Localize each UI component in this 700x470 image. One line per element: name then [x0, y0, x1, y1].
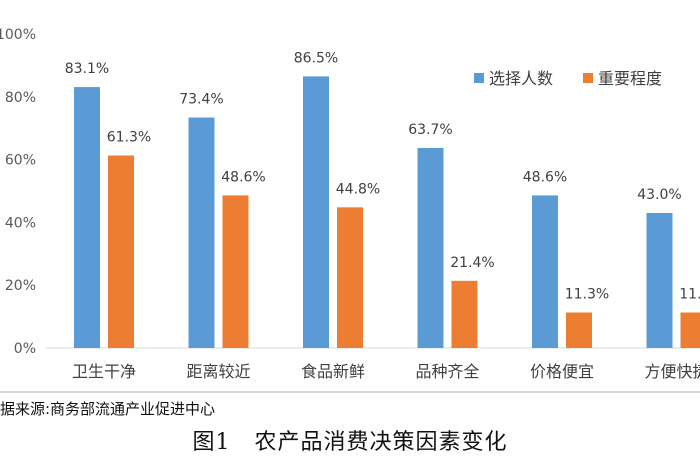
- divider: [0, 391, 700, 393]
- legend-swatch: [474, 73, 484, 83]
- data-label: 11.3%: [565, 287, 609, 303]
- y-tick-label: 60%: [5, 153, 36, 169]
- category-label: 价格便宜: [530, 362, 594, 381]
- bar-selection: [74, 87, 100, 348]
- data-label: 44.8%: [336, 181, 380, 197]
- bar-selection: [646, 212, 673, 348]
- category-label: 卫生干净: [72, 362, 136, 381]
- figure-caption: 图1 农产品消费决策因素变化: [192, 430, 508, 455]
- data-label: 48.6%: [523, 169, 567, 185]
- bar-selection: [188, 117, 215, 348]
- bar-importance: [680, 312, 700, 348]
- bar-importance: [451, 280, 478, 348]
- category-label: 距离较近: [186, 362, 250, 381]
- category-label: 品种齐全: [415, 362, 479, 381]
- y-tick-label: 100%: [0, 27, 36, 43]
- data-label: 86.5%: [294, 50, 338, 66]
- data-label: 63.7%: [408, 122, 452, 138]
- bar-importance: [222, 195, 249, 348]
- bar-importance: [566, 312, 592, 348]
- bar-importance: [337, 207, 363, 348]
- y-tick-label: 20%: [5, 278, 36, 294]
- bar-importance: [108, 155, 134, 348]
- data-label: 83.1%: [65, 61, 109, 77]
- data-label: 11.3%: [679, 287, 700, 303]
- bar-selection: [303, 76, 329, 348]
- legend-label: 选择人数: [489, 69, 553, 88]
- data-label: 48.6%: [221, 169, 265, 185]
- category-label: 方便快捷: [644, 362, 700, 381]
- source-note: 据来源:商务部流通产业促进中心: [0, 400, 216, 418]
- bar-chart: 0% 20% 40% 60% 80% 100% 83.1% 61.3% 卫生干净 73.4% 48.…: [0, 27, 700, 381]
- legend-label: 重要程度: [598, 69, 662, 88]
- data-label: 43.0%: [637, 187, 681, 203]
- category-label: 食品新鲜: [301, 362, 365, 381]
- bar-selection: [417, 147, 444, 348]
- data-label: 21.4%: [450, 255, 494, 271]
- y-tick-label: 0%: [14, 341, 36, 357]
- y-tick-label: 40%: [5, 215, 36, 231]
- bar-selection: [532, 195, 558, 348]
- data-label: 73.4%: [179, 92, 223, 108]
- legend-swatch: [583, 73, 593, 83]
- data-label: 61.3%: [107, 130, 151, 146]
- y-tick-label: 80%: [5, 90, 36, 106]
